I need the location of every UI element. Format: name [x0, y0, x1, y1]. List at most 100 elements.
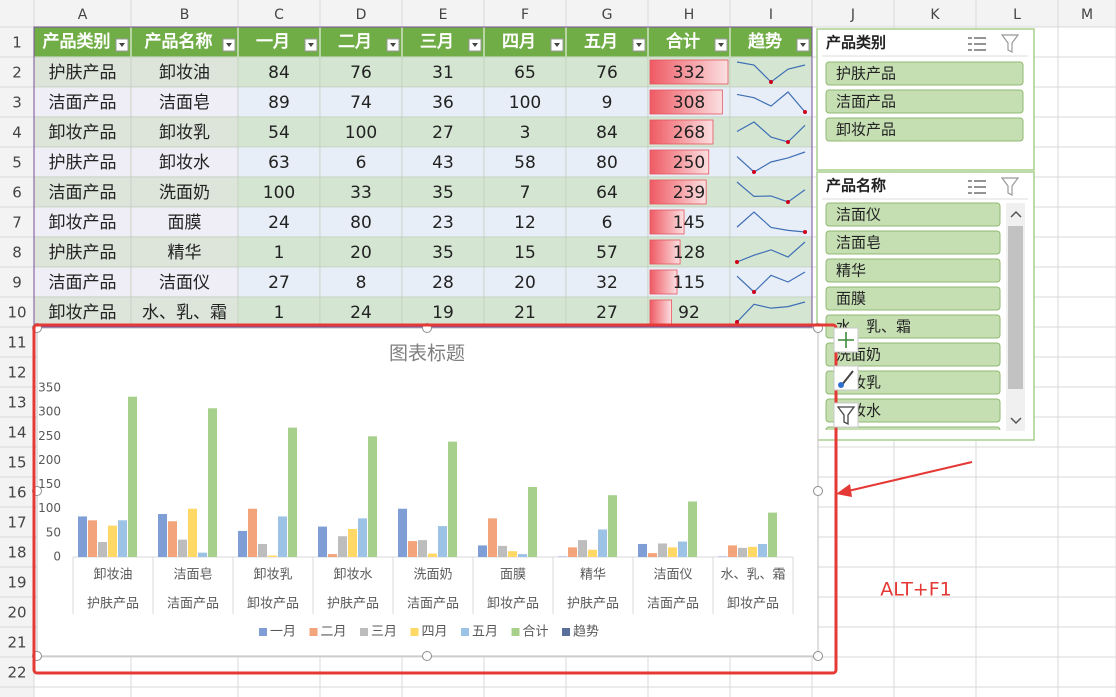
bar — [288, 427, 297, 557]
number-cell: 1 — [274, 243, 285, 263]
clear-filter-icon[interactable] — [1000, 34, 1020, 53]
filter-arrow — [119, 43, 125, 47]
bar — [108, 525, 117, 557]
cell — [33, 296, 132, 328]
slicer-item-label: 卸妆产品 — [836, 121, 896, 139]
row-header: 19 — [7, 574, 26, 592]
bar — [638, 543, 647, 557]
sparkline-low-point — [803, 230, 807, 234]
resize-handle[interactable] — [813, 651, 823, 661]
row-header: 2 — [12, 64, 22, 82]
x-tick-label: 面膜 — [500, 568, 526, 583]
header-cell — [647, 26, 731, 58]
slicer-item[interactable] — [825, 230, 1001, 255]
cell — [319, 56, 403, 88]
row-header: 12 — [7, 364, 26, 382]
cell — [483, 86, 567, 118]
number-cell: 268 — [673, 123, 705, 143]
row-header: 1 — [12, 34, 22, 52]
slicer-item[interactable] — [825, 117, 1024, 142]
cell — [319, 266, 403, 298]
slicer-item[interactable] — [825, 89, 1024, 114]
slicer-item[interactable] — [825, 202, 1001, 227]
scroll-up[interactable] — [1010, 210, 1022, 218]
chart-styles-button[interactable] — [833, 365, 859, 391]
chart-tools[interactable] — [833, 327, 859, 428]
number-cell: 6 — [602, 213, 613, 233]
bar — [328, 554, 337, 557]
slicer-item-label: 洁面仪 — [836, 206, 881, 224]
bar — [418, 540, 427, 557]
number-cell: 145 — [673, 213, 705, 233]
number-cell: 21 — [514, 303, 536, 323]
x-group-label: 护肤产品 — [327, 597, 379, 612]
cell — [33, 56, 132, 88]
slicer-item[interactable] — [825, 258, 1001, 283]
slicer-item[interactable] — [825, 370, 1001, 395]
legend-swatch — [360, 628, 368, 636]
bar — [88, 520, 97, 557]
row-header: 11 — [7, 334, 26, 352]
bar — [348, 528, 357, 557]
number-cell: 31 — [432, 63, 454, 83]
cell — [401, 296, 485, 328]
y-tick-label: 350 — [38, 381, 61, 395]
number-cell: 54 — [268, 123, 290, 143]
scrollbar-thumb[interactable] — [1008, 226, 1023, 389]
row-header: 16 — [7, 484, 26, 502]
data-bar — [649, 89, 723, 115]
chart-area — [36, 327, 819, 657]
text-cell: 水、乳、霜 — [142, 303, 227, 323]
number-cell: 24 — [268, 213, 290, 233]
slicer-item[interactable] — [825, 426, 1001, 450]
bar — [658, 543, 667, 557]
number-cell: 27 — [432, 123, 454, 143]
bar — [668, 547, 677, 557]
slicer-item[interactable] — [825, 61, 1024, 86]
highlight-box — [32, 323, 838, 675]
resize-handle[interactable] — [422, 651, 432, 661]
bar — [728, 545, 737, 557]
number-cell: 20 — [350, 243, 372, 263]
cell — [237, 176, 321, 208]
number-cell: 80 — [350, 213, 372, 233]
sparkline — [736, 301, 806, 323]
cell — [729, 266, 813, 298]
row-header: 18 — [7, 544, 26, 562]
bar — [448, 441, 457, 557]
data-bar — [649, 269, 678, 295]
slicer-item[interactable] — [825, 398, 1001, 423]
multi-select-icon[interactable] — [968, 180, 986, 194]
number-cell: 3 — [520, 123, 531, 143]
bar — [248, 508, 257, 557]
resize-handle[interactable] — [813, 486, 823, 496]
sparkline — [736, 211, 806, 233]
bar — [498, 545, 507, 557]
number-cell: 63 — [268, 153, 290, 173]
bar — [188, 508, 197, 557]
slicer-item[interactable] — [825, 286, 1001, 311]
clear-filter-icon[interactable] — [1000, 177, 1020, 196]
bar — [78, 516, 87, 557]
bar — [208, 408, 217, 557]
cell — [401, 266, 485, 298]
multi-select-icon[interactable] — [968, 37, 986, 51]
bar — [738, 547, 747, 557]
cell — [319, 206, 403, 238]
column-header: D — [356, 7, 367, 23]
y-tick-label: 50 — [46, 525, 61, 539]
bar — [268, 555, 277, 557]
row-header: 4 — [12, 124, 22, 142]
sparkline-low-point — [786, 140, 790, 144]
cell — [401, 86, 485, 118]
cell — [130, 296, 239, 328]
number-cell: 80 — [596, 153, 618, 173]
bar — [588, 549, 597, 557]
slicer-item[interactable] — [825, 342, 1001, 367]
bar — [678, 541, 687, 557]
text-cell: 洁面皂 — [159, 93, 210, 113]
x-tick-label: 卸妆水 — [333, 567, 372, 583]
scroll-down[interactable] — [1010, 417, 1022, 425]
row-header: 14 — [7, 424, 26, 442]
